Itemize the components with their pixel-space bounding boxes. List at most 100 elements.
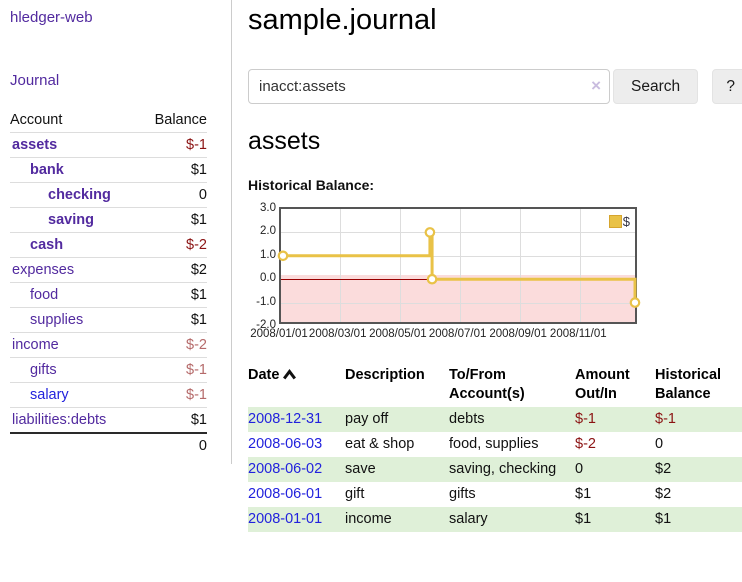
transaction-accounts: gifts bbox=[449, 482, 575, 507]
page-title: sample.journal bbox=[248, 4, 742, 37]
sidebar: hledger-web Journal Account Balance asse… bbox=[0, 0, 232, 464]
transaction-balance: 0 bbox=[655, 432, 742, 457]
account-link-assets[interactable]: assets bbox=[12, 136, 57, 154]
chart-plot-area: $ 3.02.01.00.0-1.0-2.0 bbox=[279, 207, 637, 324]
x-tick-label: 2008/11/01 bbox=[550, 328, 607, 340]
account-link-income[interactable]: income bbox=[12, 336, 59, 354]
transaction-date-link[interactable]: 2008-06-01 bbox=[248, 486, 322, 502]
x-tick-label: 2008/09/01 bbox=[489, 328, 547, 340]
account-link-supplies[interactable]: supplies bbox=[30, 311, 83, 329]
register-header-description: Description bbox=[345, 363, 449, 407]
y-tick-label: 3.0 bbox=[244, 201, 276, 216]
brand-link[interactable]: hledger-web bbox=[10, 9, 207, 26]
sort-ascending-icon bbox=[283, 369, 296, 380]
chart-title: Historical Balance: bbox=[248, 177, 742, 193]
y-tick-label: 0.0 bbox=[244, 271, 276, 286]
account-balance: $1 bbox=[140, 158, 207, 183]
account-row: checking 0 bbox=[10, 183, 207, 208]
register-header-balance-line2: Balance bbox=[655, 385, 742, 404]
transaction-description: eat & shop bbox=[345, 432, 449, 457]
register-header-date-label: Date bbox=[248, 367, 279, 383]
historical-balance-chart: $ 3.02.01.00.0-1.0-2.0 2008/01/012008/03… bbox=[279, 207, 637, 346]
register-header-row: Date Description To/From Account(s) Amou… bbox=[248, 363, 742, 407]
account-balance: $2 bbox=[140, 258, 207, 283]
transaction-balance: $2 bbox=[655, 482, 742, 507]
transaction-balance: $2 bbox=[655, 457, 742, 482]
sidebar-item-journal[interactable]: Journal bbox=[10, 72, 207, 89]
account-balance: $-1 bbox=[140, 358, 207, 383]
transaction-date-link[interactable]: 2008-06-02 bbox=[248, 461, 322, 477]
register-header-date[interactable]: Date bbox=[248, 363, 345, 407]
account-link-cash[interactable]: cash bbox=[30, 236, 63, 254]
account-balance: 0 bbox=[140, 183, 207, 208]
account-row: liabilities:debts $1 bbox=[10, 408, 207, 434]
account-link-saving[interactable]: saving bbox=[48, 211, 94, 229]
accounts-table: Account Balance assets $-1 bank $1 check… bbox=[10, 108, 207, 458]
y-tick-label: 1.0 bbox=[244, 248, 276, 263]
register-header-amount-line1: Amount bbox=[575, 366, 653, 385]
accounts-total-value: 0 bbox=[140, 433, 207, 458]
account-row: income $-2 bbox=[10, 333, 207, 358]
account-link-checking[interactable]: checking bbox=[48, 186, 111, 204]
clear-search-icon[interactable]: × bbox=[591, 76, 601, 96]
account-link-bank[interactable]: bank bbox=[30, 161, 64, 179]
account-row: bank $1 bbox=[10, 158, 207, 183]
account-link-food[interactable]: food bbox=[30, 286, 58, 304]
transaction-amount: 0 bbox=[575, 457, 655, 482]
x-tick-label: 2008/03/01 bbox=[309, 328, 367, 340]
register-row: 2008-06-02 save saving, checking 0 $2 bbox=[248, 457, 742, 482]
register-row: 2008-12-31 pay off debts $-1 $-1 bbox=[248, 407, 742, 432]
account-row: food $1 bbox=[10, 283, 207, 308]
account-link-salary[interactable]: salary bbox=[30, 386, 69, 404]
transaction-accounts: saving, checking bbox=[449, 457, 575, 482]
chart-x-axis: 2008/01/012008/03/012008/05/012008/07/01… bbox=[279, 326, 637, 346]
register-header-amount-line2: Out/In bbox=[575, 385, 653, 404]
transaction-description: income bbox=[345, 507, 449, 532]
chart-legend: $ bbox=[609, 214, 630, 229]
data-point-marker bbox=[279, 252, 287, 260]
register-row: 2008-06-03 eat & shop food, supplies $-2… bbox=[248, 432, 742, 457]
help-button[interactable]: ? bbox=[712, 69, 742, 104]
search-form: × Search ? bbox=[248, 69, 742, 104]
transaction-amount: $1 bbox=[575, 482, 655, 507]
transaction-accounts: salary bbox=[449, 507, 575, 532]
transaction-date-link[interactable]: 2008-12-31 bbox=[248, 411, 322, 427]
transaction-amount: $1 bbox=[575, 507, 655, 532]
register-header-accounts: To/From Account(s) bbox=[449, 363, 575, 407]
account-row: gifts $-1 bbox=[10, 358, 207, 383]
account-link-gifts[interactable]: gifts bbox=[30, 361, 57, 379]
transaction-accounts: debts bbox=[449, 407, 575, 432]
register-header-amount: Amount Out/In bbox=[575, 363, 655, 407]
account-balance: $-1 bbox=[140, 133, 207, 158]
transaction-balance: $-1 bbox=[655, 407, 742, 432]
accounts-header-balance: Balance bbox=[140, 108, 207, 133]
data-point-marker bbox=[631, 298, 639, 306]
account-row: salary $-1 bbox=[10, 383, 207, 408]
y-tick-label: 2.0 bbox=[244, 224, 276, 239]
accounts-total-row: 0 bbox=[10, 433, 207, 458]
chart-series-line bbox=[281, 209, 639, 326]
app-window: hledger-web Journal Account Balance asse… bbox=[0, 0, 742, 532]
account-balance: $1 bbox=[140, 408, 207, 434]
account-link-liabilities-debts[interactable]: liabilities:debts bbox=[12, 411, 106, 429]
transaction-date-link[interactable]: 2008-01-01 bbox=[248, 511, 322, 527]
register-header-balance-line1: Historical bbox=[655, 366, 742, 385]
register-header-accounts-line2: Account(s) bbox=[449, 385, 573, 404]
transaction-amount: $-2 bbox=[575, 432, 655, 457]
account-balance: $-2 bbox=[140, 233, 207, 258]
main-content: sample.journal × Search ? assets Histori… bbox=[232, 0, 742, 532]
register-row: 2008-01-01 income salary $1 $1 bbox=[248, 507, 742, 532]
transaction-description: pay off bbox=[345, 407, 449, 432]
search-input[interactable] bbox=[248, 69, 610, 104]
account-row: assets $-1 bbox=[10, 133, 207, 158]
account-heading: assets bbox=[248, 127, 742, 156]
data-point-marker bbox=[428, 275, 436, 283]
transaction-amount: $-1 bbox=[575, 407, 655, 432]
account-row: cash $-2 bbox=[10, 233, 207, 258]
transaction-date-link[interactable]: 2008-06-03 bbox=[248, 436, 322, 452]
accounts-header-row: Account Balance bbox=[10, 108, 207, 133]
search-button[interactable]: Search bbox=[613, 69, 698, 104]
account-balance: $1 bbox=[140, 308, 207, 333]
account-link-expenses[interactable]: expenses bbox=[12, 261, 74, 279]
transaction-description: save bbox=[345, 457, 449, 482]
